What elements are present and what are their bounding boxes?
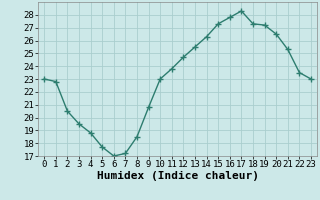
X-axis label: Humidex (Indice chaleur): Humidex (Indice chaleur) <box>97 171 259 181</box>
